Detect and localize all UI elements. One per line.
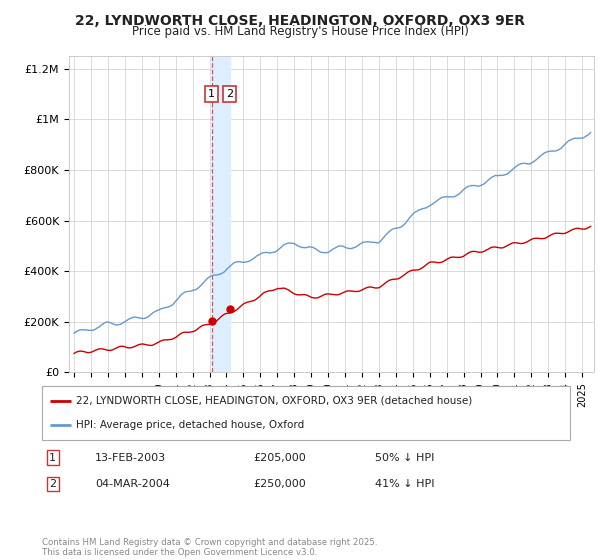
Text: £205,000: £205,000	[253, 452, 306, 463]
Bar	[212, 56, 230, 372]
Text: 1: 1	[208, 89, 215, 99]
Text: Price paid vs. HM Land Registry's House Price Index (HPI): Price paid vs. HM Land Registry's House …	[131, 25, 469, 38]
Text: HPI: Average price, detached house, Oxford: HPI: Average price, detached house, Oxfo…	[76, 420, 305, 430]
Text: 41% ↓ HPI: 41% ↓ HPI	[374, 479, 434, 489]
Text: 50% ↓ HPI: 50% ↓ HPI	[374, 452, 434, 463]
Text: 2: 2	[49, 479, 56, 489]
Text: 1: 1	[49, 452, 56, 463]
Text: 04-MAR-2004: 04-MAR-2004	[95, 479, 170, 489]
Text: 22, LYNDWORTH CLOSE, HEADINGTON, OXFORD, OX3 9ER (detached house): 22, LYNDWORTH CLOSE, HEADINGTON, OXFORD,…	[76, 396, 473, 406]
Text: 22, LYNDWORTH CLOSE, HEADINGTON, OXFORD, OX3 9ER: 22, LYNDWORTH CLOSE, HEADINGTON, OXFORD,…	[75, 14, 525, 28]
Text: 2: 2	[226, 89, 233, 99]
Text: 13-FEB-2003: 13-FEB-2003	[95, 452, 166, 463]
Text: £250,000: £250,000	[253, 479, 306, 489]
Text: Contains HM Land Registry data © Crown copyright and database right 2025.
This d: Contains HM Land Registry data © Crown c…	[42, 538, 377, 557]
